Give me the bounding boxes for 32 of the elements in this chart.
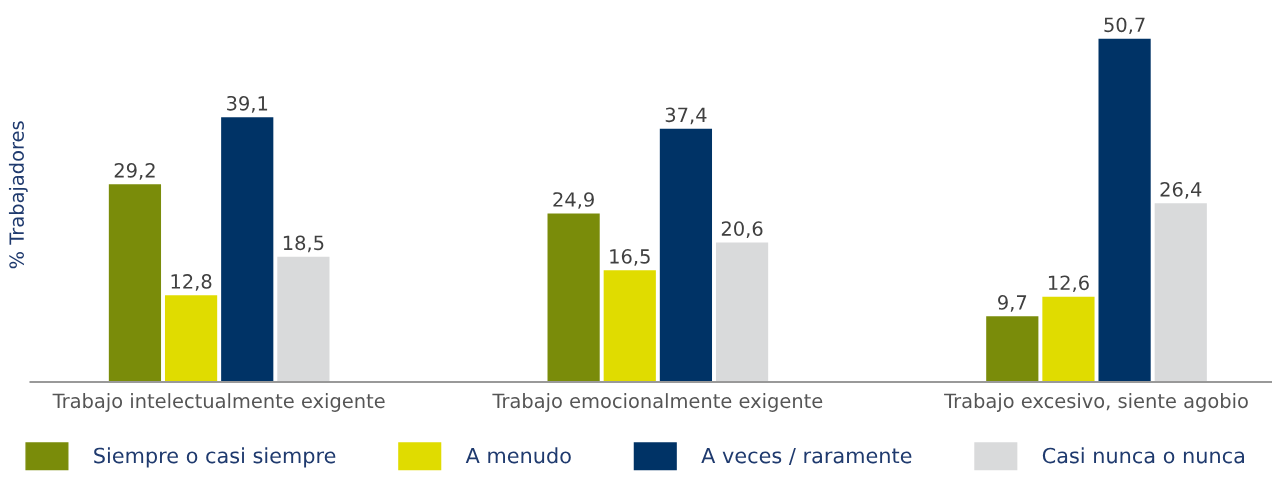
data-label: 16,5 [610,249,650,266]
x-tick-label: Trabajo intelectualmente exigente [52,393,385,412]
data-label: 29,2 [114,163,155,180]
bar [715,242,769,382]
bar [221,117,274,382]
bar [277,256,330,382]
bar [164,295,218,382]
y-axis-title: % Trabajadores [8,121,28,269]
bar [1098,38,1151,382]
data-label: 37,4 [665,107,707,125]
data-label: 9,7 [998,295,1027,312]
legend-label: Siempre o casi siempre [94,447,336,468]
data-label: 26,4 [1160,181,1202,199]
data-label: 39,1 [227,95,268,113]
data-label: 50,7 [1104,17,1145,35]
bar [603,270,656,382]
legend-label: A menudo [465,447,571,464]
bar [986,316,1039,382]
bar [547,213,600,382]
legend-label: A veces / raramente [701,447,912,466]
data-label: 12,6 [1048,275,1089,293]
bar [108,184,162,382]
bar [1154,203,1207,382]
data-label: 12,8 [171,274,212,291]
x-tick-label: Trabajo emocionalmente exigente [492,393,823,412]
data-label: 18,5 [283,235,324,253]
bar [659,128,713,382]
data-label: 20,6 [721,221,763,238]
x-tick-label: Trabajo excesivo, siente agobio [944,393,1248,412]
data-label: 24,9 [553,192,594,209]
bar [1042,296,1095,382]
legend-label: Casi nunca o nunca [1042,447,1244,464]
